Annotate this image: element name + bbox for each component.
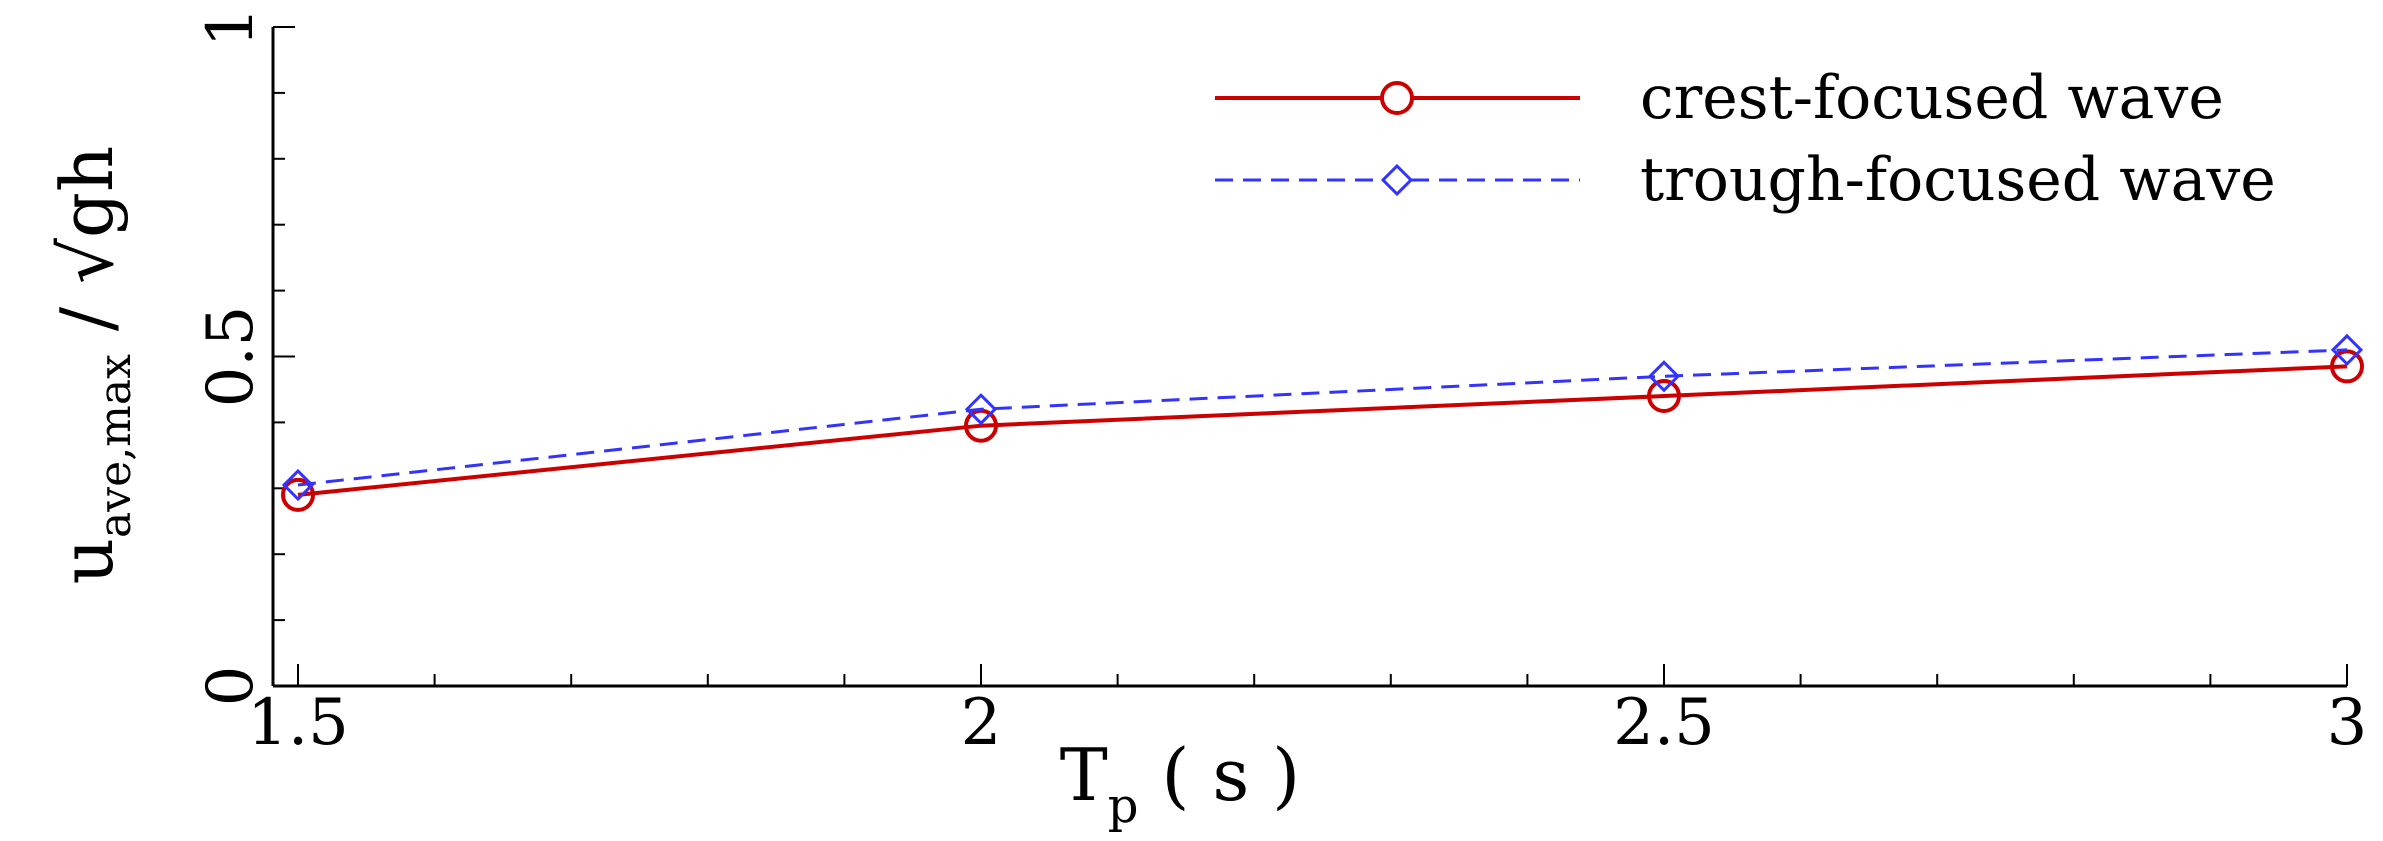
y-axis-title-main: u: [45, 538, 129, 584]
y-axis-title: uave,max / √gh: [45, 146, 141, 585]
x-axis-title-sub: p: [1108, 778, 1139, 834]
legend: crest-focused wave trough-focused wave: [1215, 63, 2276, 215]
legend-label-crest: crest-focused wave: [1640, 63, 2224, 133]
x-tick-label: 2.5: [1613, 686, 1715, 760]
data-point-s1-3: [2330, 333, 2364, 367]
x-axis-title-unit: ( s ): [1138, 733, 1300, 817]
series-line-1: [297, 348, 2348, 487]
legend-label-trough: trough-focused wave: [1640, 145, 2276, 215]
y-tick-label: 0.5: [194, 306, 268, 408]
data-point-s0-2: [1647, 379, 1681, 414]
series-line-0: [297, 364, 2348, 497]
data-point-s0-0: [281, 477, 315, 512]
y-axis-title-rest: / √gh: [45, 146, 129, 354]
y-tick-label: 1: [194, 7, 268, 48]
x-tick-label: 3: [2327, 686, 2368, 760]
y-tick-label: 0: [194, 666, 268, 707]
data-point-s1-1: [964, 393, 998, 426]
x-tick-label: 2: [961, 686, 1002, 760]
legend-marker-trough: [1380, 163, 1414, 197]
x-axis-title-main: T: [1060, 733, 1108, 817]
series-layer: [281, 333, 2364, 512]
y-axis-title-sub: ave,max: [90, 354, 141, 538]
data-point-s1-0: [281, 468, 315, 502]
data-point-s1-2: [1647, 360, 1681, 393]
legend-marker-crest: [1380, 81, 1414, 115]
x-axis-title: Tp ( s ): [1060, 733, 1301, 834]
axes: 1.5 2 2.5 3 0 0.5 1: [194, 7, 2367, 760]
x-tick-label: 1.5: [247, 686, 349, 760]
